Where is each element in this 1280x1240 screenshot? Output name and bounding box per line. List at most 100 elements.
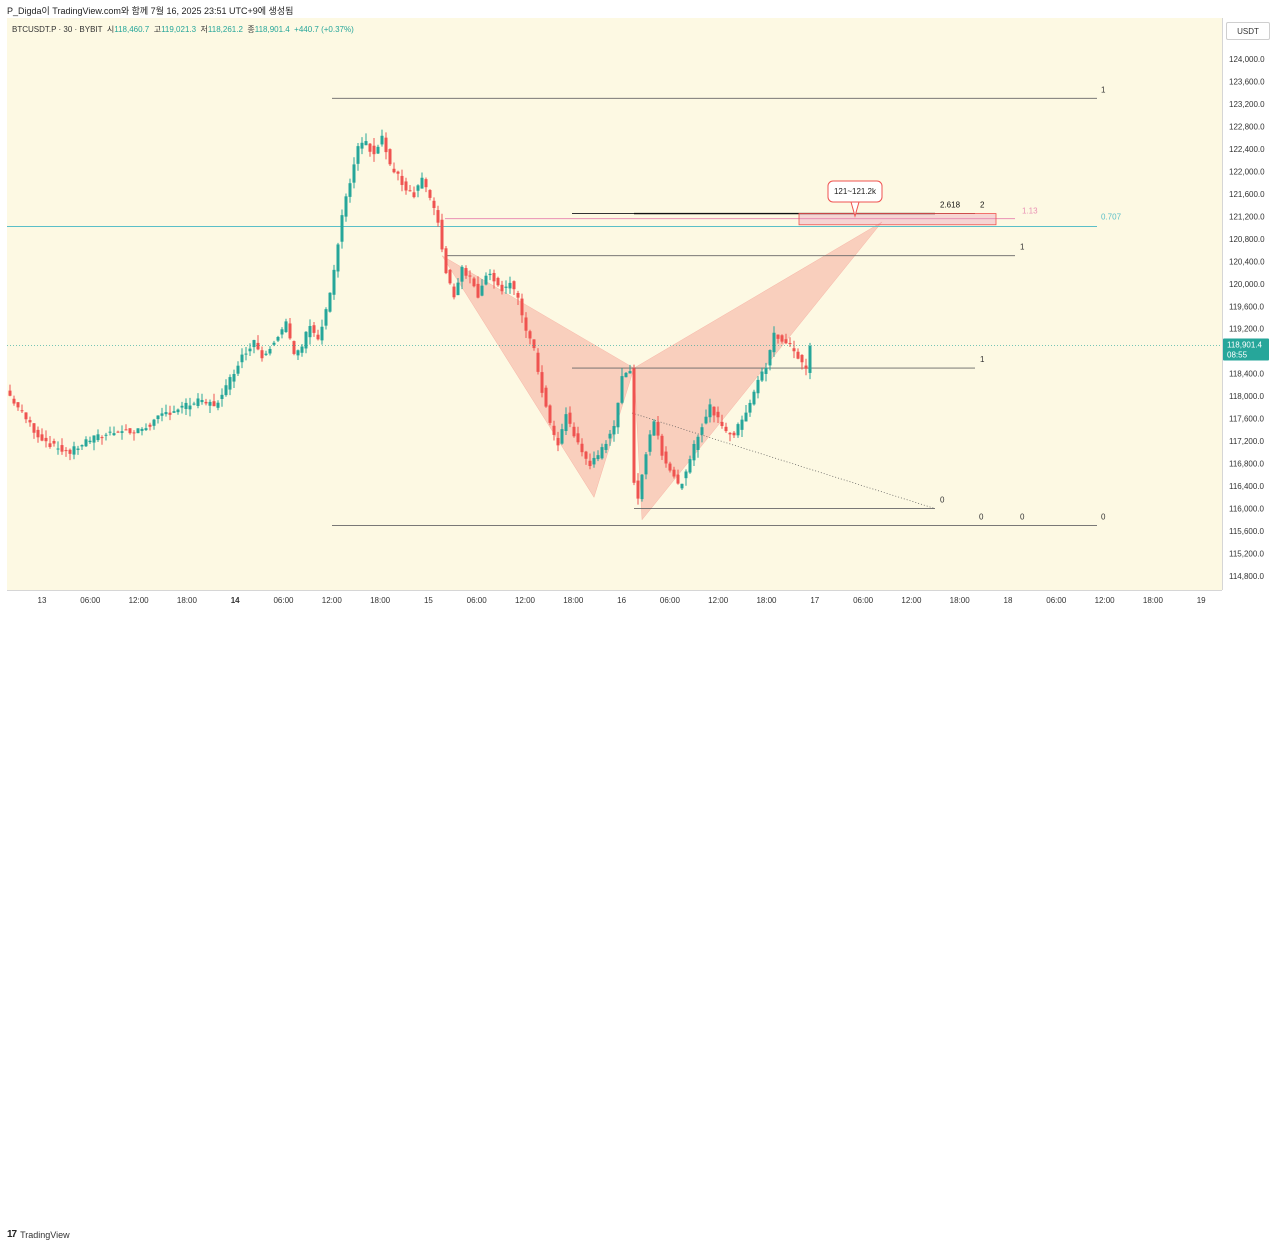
candle-body (56, 448, 60, 450)
level-label-top: 1 (1101, 85, 1106, 94)
candle-body (748, 402, 752, 413)
price-tick-label: 115,200.0 (1229, 550, 1265, 559)
candle-body (504, 286, 508, 288)
candle-body (296, 350, 300, 356)
candle-body (616, 402, 620, 428)
time-tick-label: 18:00 (756, 596, 777, 605)
candle-body (728, 432, 732, 435)
time-tick-label: 06:00 (660, 596, 681, 605)
candle-body (380, 135, 384, 145)
candle-body (352, 164, 356, 183)
candle-body (144, 428, 148, 431)
pattern-triangle-xab (441, 255, 635, 498)
chart-pane[interactable] (7, 18, 1222, 590)
price-tick-label: 117,600.0 (1229, 415, 1265, 424)
candle-body (712, 406, 716, 416)
candle-body (124, 429, 128, 431)
candle-body (668, 463, 672, 471)
candle-body (512, 281, 516, 290)
candle-body (332, 269, 336, 295)
price-tick-label: 124,000.0 (1229, 55, 1265, 64)
price-axis[interactable] (1222, 18, 1275, 590)
candle-body (520, 298, 524, 316)
candle-body (716, 411, 720, 418)
candle-body (584, 451, 588, 459)
symbol-label[interactable]: BTCUSDT.P · 30 · BYBIT (12, 25, 103, 34)
time-tick-label: 19 (1197, 596, 1206, 605)
candle-body (620, 376, 624, 403)
level-label-bottom-3: 0 (1101, 512, 1106, 521)
open-label: 시 (106, 25, 115, 34)
candle-body (556, 437, 560, 446)
candle-body (744, 412, 748, 422)
time-tick-label: 12:00 (322, 596, 343, 605)
time-tick-label: 06:00 (80, 596, 101, 605)
candle-body (436, 210, 440, 223)
candle-body (36, 429, 40, 438)
low-value: 118,261.2 (207, 25, 243, 34)
candle-body (168, 412, 172, 415)
candle-body (272, 342, 276, 345)
candle-body (808, 345, 812, 373)
time-axis[interactable] (7, 590, 1222, 613)
candle-body (112, 433, 116, 436)
candle-body (680, 483, 684, 489)
candle-body (76, 448, 80, 450)
top-bar: P_Digda이 TradingView.com와 함께 7월 16, 2025… (0, 0, 1280, 18)
candle-body (444, 248, 448, 274)
candle-body (788, 343, 792, 345)
price-tick-label: 122,000.0 (1229, 167, 1265, 176)
candle-body (424, 179, 428, 188)
candle-body (252, 340, 256, 348)
candle-body (388, 149, 392, 165)
candle-body (364, 141, 368, 146)
price-tick-label: 116,000.0 (1229, 505, 1265, 514)
candle-body (52, 440, 56, 444)
candle-body (644, 454, 648, 475)
tradingview-brand[interactable]: 17 TradingView (7, 1229, 70, 1240)
candle-body (360, 142, 364, 149)
candle-body (72, 446, 76, 455)
candle-body (304, 331, 308, 349)
chart-canvas[interactable]: 1 1 1 0.707 1.13 2.618 2 0 0 0 0 114,800.0 115,200.… (0, 0, 1280, 635)
close-label: 종 (247, 25, 255, 34)
fib-levels[interactable]: 1 1 1 0.707 1.13 2.618 2 0 0 0 0 (7, 85, 1122, 526)
candle-body (684, 471, 688, 479)
candle-body (248, 348, 252, 352)
candle-body (772, 332, 776, 353)
current-price-tag (1223, 338, 1269, 361)
time-tick-label: 06:00 (467, 596, 488, 605)
price-tick-label: 118,000.0 (1229, 392, 1265, 401)
candle-body (136, 428, 140, 434)
price-tick-label: 123,200.0 (1229, 100, 1265, 109)
candle-body (648, 434, 652, 452)
candle-body (44, 437, 48, 442)
candle-body (340, 215, 344, 242)
candle-body (128, 428, 132, 434)
level-label-2: 2 (980, 201, 985, 210)
candle-body (116, 431, 120, 433)
time-tick-label: 17 (810, 596, 819, 605)
candle-body (188, 405, 192, 410)
time-tick-label: 18:00 (1143, 596, 1164, 605)
candle-body (776, 334, 780, 339)
candle-body (392, 168, 396, 173)
currency-selector[interactable]: USDT (1226, 22, 1270, 40)
candle-body (104, 434, 108, 436)
harmonic-pattern[interactable] (441, 221, 936, 521)
candle-body (240, 354, 244, 363)
candle-body (784, 339, 788, 344)
candle-body (180, 405, 184, 408)
candle-body (96, 434, 100, 441)
candle-body (368, 143, 372, 152)
candle-body (212, 401, 216, 407)
candle-body (60, 445, 64, 452)
price-tick-label: 121,200.0 (1229, 212, 1265, 221)
candle-body (176, 409, 180, 413)
candle-body (448, 269, 452, 284)
annotations[interactable]: 121~121.2k (798, 180, 997, 226)
candle-body (24, 412, 28, 420)
time-tick-label: 12:00 (1095, 596, 1116, 605)
price-tick-label: 114,800.0 (1229, 572, 1265, 581)
candle-body (720, 421, 724, 426)
